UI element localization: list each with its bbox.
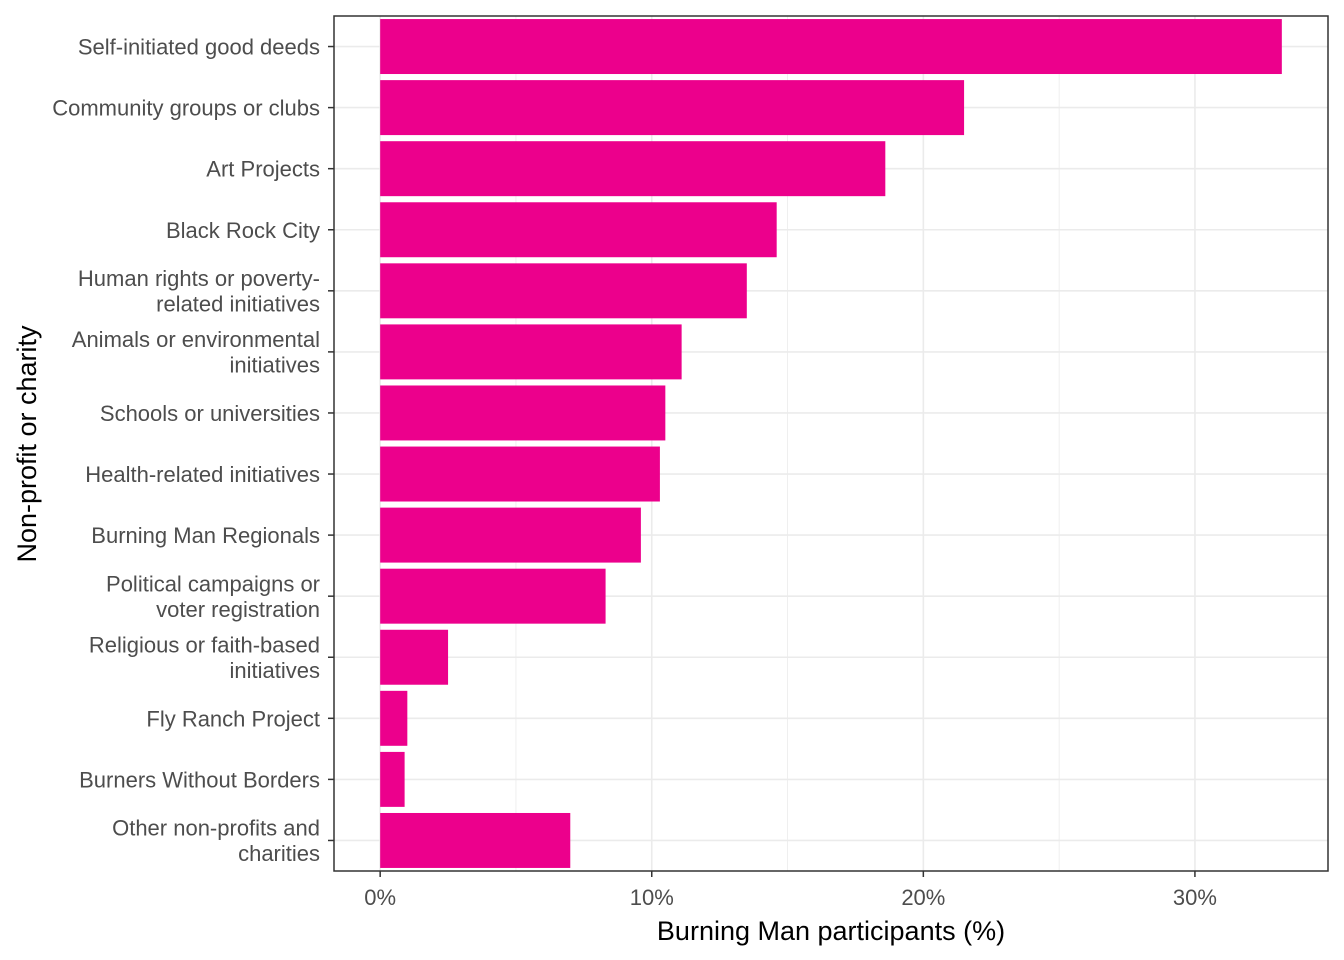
x-tick-label: 10%: [630, 885, 674, 910]
y-tick-label: Black Rock City: [166, 218, 320, 243]
bar: [380, 263, 747, 319]
y-axis: Self-initiated good deeds Community group…: [52, 35, 334, 867]
bar: [380, 80, 965, 136]
bar: [380, 690, 408, 746]
y-tick-label: Burners Without Borders: [79, 767, 320, 792]
y-tick-label: Self-initiated good deeds: [78, 35, 320, 60]
y-axis-title: Non-profit or charity: [12, 325, 42, 563]
bar: [380, 141, 886, 197]
y-tick-label: Religious or faith-based initiatives: [89, 633, 320, 684]
bar: [380, 202, 777, 258]
y-tick-label: Animals or environmental initiatives: [72, 327, 320, 378]
bar: [380, 324, 682, 380]
x-tick-label: 30%: [1173, 885, 1217, 910]
bar: [380, 629, 449, 685]
y-tick-label: Schools or universities: [100, 401, 320, 426]
bar: [380, 568, 606, 624]
x-tick-label: 20%: [901, 885, 945, 910]
y-tick-label: Art Projects: [206, 157, 320, 182]
bar: [380, 385, 666, 441]
bar: [380, 446, 660, 502]
y-tick-label: Human rights or poverty-related initiati…: [78, 266, 320, 317]
y-tick-label: Health-related initiatives: [85, 462, 320, 487]
bar: [380, 812, 571, 868]
bar: [380, 19, 1282, 75]
y-tick-label: Community groups or clubs: [52, 96, 320, 121]
y-tick-label: Political campaigns or voter registration: [106, 571, 320, 622]
y-tick-label: Other non-profits and charities: [112, 816, 320, 867]
x-axis: 0% 10% 20% 30%: [364, 871, 1217, 910]
bar: [380, 751, 405, 807]
x-tick-label: 0%: [364, 885, 396, 910]
y-tick-label: Fly Ranch Project: [146, 706, 320, 731]
bars: [380, 19, 1282, 868]
y-tick-label: Burning Man Regionals: [91, 523, 320, 548]
panel-border: [333, 15, 1329, 872]
x-axis-title: Burning Man participants (%): [657, 916, 1005, 946]
bar: [380, 507, 641, 563]
